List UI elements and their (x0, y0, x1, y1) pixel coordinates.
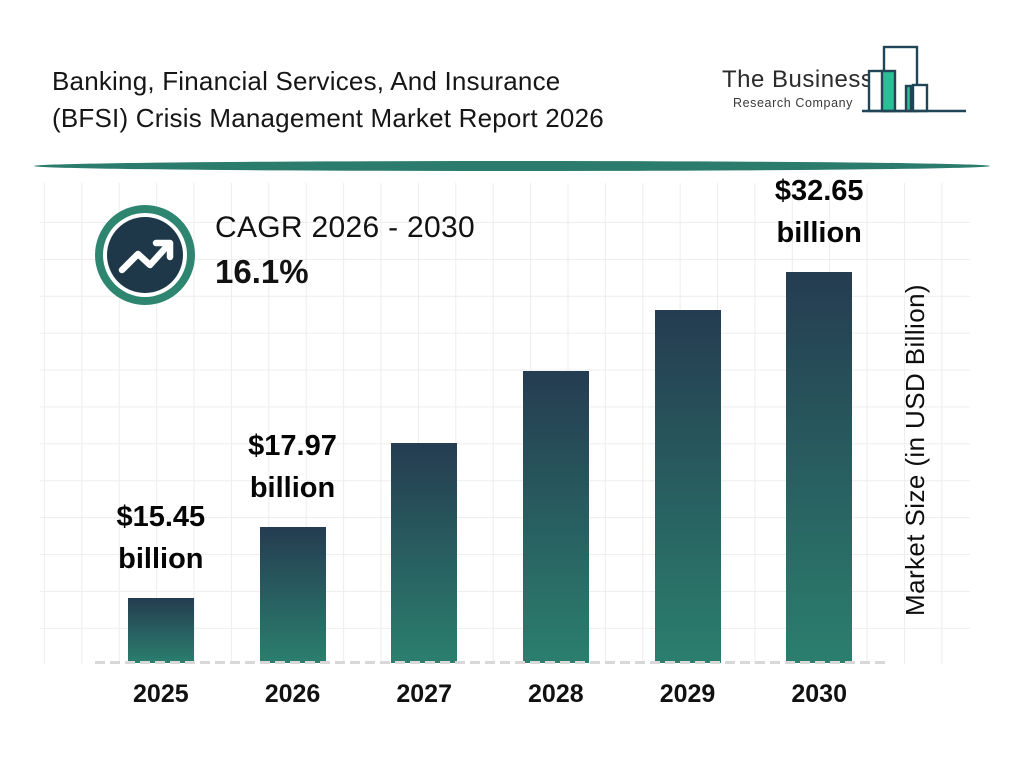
bar-column: 2029 (622, 183, 754, 708)
cagr-value: 16.1% (215, 253, 309, 290)
x-axis-tick-label: 2030 (791, 680, 847, 708)
bar-column: 2027 (358, 183, 490, 708)
bar-column: $17.97 billion 2026 (227, 183, 359, 708)
bar-2027 (391, 443, 458, 663)
divider-swash (34, 161, 990, 171)
y-axis-title: Market Size (in USD Billion) (900, 284, 930, 616)
bar-chart: $15.45 billion 2025 $17.97 billion 2026 … (95, 175, 885, 708)
bar-2029 (654, 310, 721, 663)
page-title: Banking, Financial Services, And Insuran… (52, 63, 604, 137)
cagr-text: CAGR 2026 - 2030 16.1% (215, 203, 475, 291)
bar-value-label: $17.97 billion (248, 430, 337, 504)
bar-column: $32.65 billion 2030 (753, 175, 885, 708)
x-axis-tick-label: 2027 (396, 680, 452, 708)
title-line-1: Banking, Financial Services, And Insuran… (52, 66, 561, 97)
cagr-badge: CAGR 2026 - 2030 16.1% (93, 203, 475, 307)
x-axis-tick-label: 2025 (133, 680, 189, 708)
bar-2030 (786, 272, 853, 663)
bar-value-label: $15.45 billion (116, 501, 206, 575)
x-axis-tick-label: 2028 (528, 680, 584, 708)
cagr-label: CAGR 2026 - 2030 (215, 211, 475, 244)
bar-value-label: $32.65 billion (774, 175, 864, 249)
x-axis-tick-label: 2026 (264, 680, 321, 708)
logo-subname: Research Company (732, 96, 854, 110)
bar-2026 (259, 527, 326, 663)
bar-column: 2028 (490, 183, 622, 708)
x-axis-tick-label: 2029 (659, 680, 716, 708)
title-line-2: (BFSI) Crisis Management Market Report 2… (52, 103, 604, 134)
bar-column: $15.45 billion 2025 (95, 183, 227, 708)
bar-2028 (522, 371, 589, 663)
trend-up-icon (95, 205, 195, 305)
logo-name: The Business (722, 66, 874, 93)
company-logo: The Business Research Company (722, 38, 970, 118)
logo-bars-icon (862, 45, 966, 113)
logo-text: The Business Research Company (722, 38, 874, 110)
bar-2025 (127, 598, 194, 663)
